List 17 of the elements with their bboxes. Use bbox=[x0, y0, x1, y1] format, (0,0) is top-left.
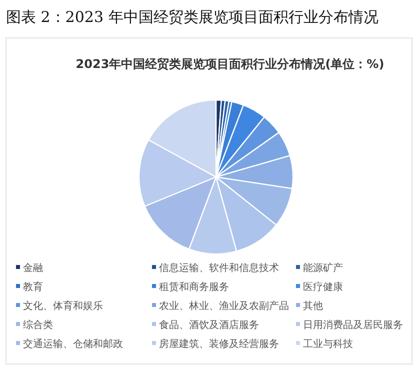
legend-label: 房屋建筑、装修及经营服务 bbox=[159, 338, 279, 350]
chart-subtitle: 2023年中国经贸类展览项目面积行业分布情况(单位：%) bbox=[76, 57, 384, 71]
legend-label: 综合类 bbox=[23, 319, 53, 331]
legend-label: 工业与科技 bbox=[303, 338, 353, 350]
legend-label: 食品、酒饮及酒店服务 bbox=[159, 319, 259, 331]
legend-label: 租赁和商务服务 bbox=[159, 281, 229, 293]
legend-label: 金融 bbox=[23, 262, 43, 274]
legend-label: 交通运输、仓储和邮政 bbox=[23, 338, 123, 350]
legend-label: 文化、体育和娱乐 bbox=[23, 300, 103, 312]
legend-label: 能源矿产 bbox=[303, 262, 343, 274]
legend-label: 农业、林业、渔业及农副产品 bbox=[159, 300, 289, 312]
chart-title: 图表 2：2023 年中国经贸类展览项目面积行业分布情况 bbox=[6, 8, 378, 26]
legend-label: 信息运输、软件和信息技术 bbox=[159, 262, 279, 274]
legend-label: 医疗健康 bbox=[303, 281, 343, 293]
legend-label: 日用消费品及居民服务 bbox=[303, 319, 403, 331]
legend-label: 教育 bbox=[23, 281, 43, 293]
legend-label: 其他 bbox=[303, 300, 323, 312]
